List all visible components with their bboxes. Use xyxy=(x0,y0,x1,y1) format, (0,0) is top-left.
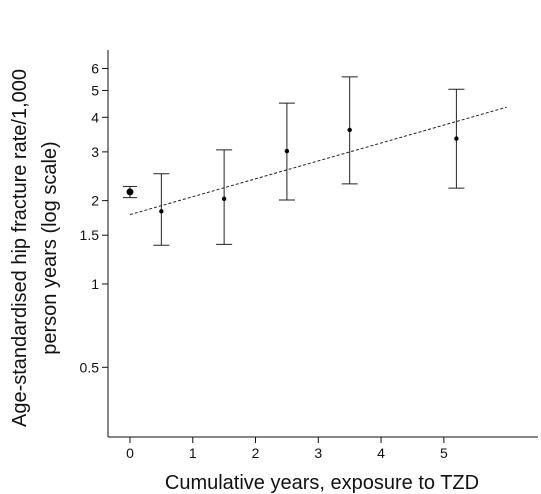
x-tick-label: 2 xyxy=(252,445,260,461)
y-axis-title-line-2: person years (log scale) xyxy=(39,141,61,354)
y-axis-title: Age-standardised hip fracture rate/1,000… xyxy=(9,69,61,427)
trend-line xyxy=(129,106,507,216)
y-axis-title-line-1: Age-standardised hip fracture rate/1,000 xyxy=(9,69,31,427)
x-tick-label: 4 xyxy=(377,445,385,461)
y-tick-label: 1 xyxy=(91,276,99,292)
y-tick-label: 5 xyxy=(91,82,99,98)
x-tick-label: 1 xyxy=(189,445,197,461)
y-tick-label: 0.5 xyxy=(80,359,100,375)
y-tick-label: 4 xyxy=(91,109,99,125)
x-tick-label: 3 xyxy=(314,445,322,461)
y-tick-label: 6 xyxy=(91,61,99,77)
data-point xyxy=(454,136,459,141)
y-tick-label: 2 xyxy=(91,193,99,209)
x-tick-label: 0 xyxy=(126,445,134,461)
data-point xyxy=(126,188,134,196)
y-tick-label: 3 xyxy=(91,144,99,160)
data-point xyxy=(159,209,164,214)
data-point xyxy=(347,127,352,133)
data-point xyxy=(284,148,290,154)
plot-area: 0.5 1 1.5 2 3 4 5 6 0 1 2 3 4 5 xyxy=(80,50,538,461)
x-axis-title: Cumulative years, exposure to TZD xyxy=(165,472,479,494)
x-tick-label: 5 xyxy=(440,445,448,461)
y-tick-label: 1.5 xyxy=(80,227,100,243)
data-point xyxy=(221,196,227,202)
